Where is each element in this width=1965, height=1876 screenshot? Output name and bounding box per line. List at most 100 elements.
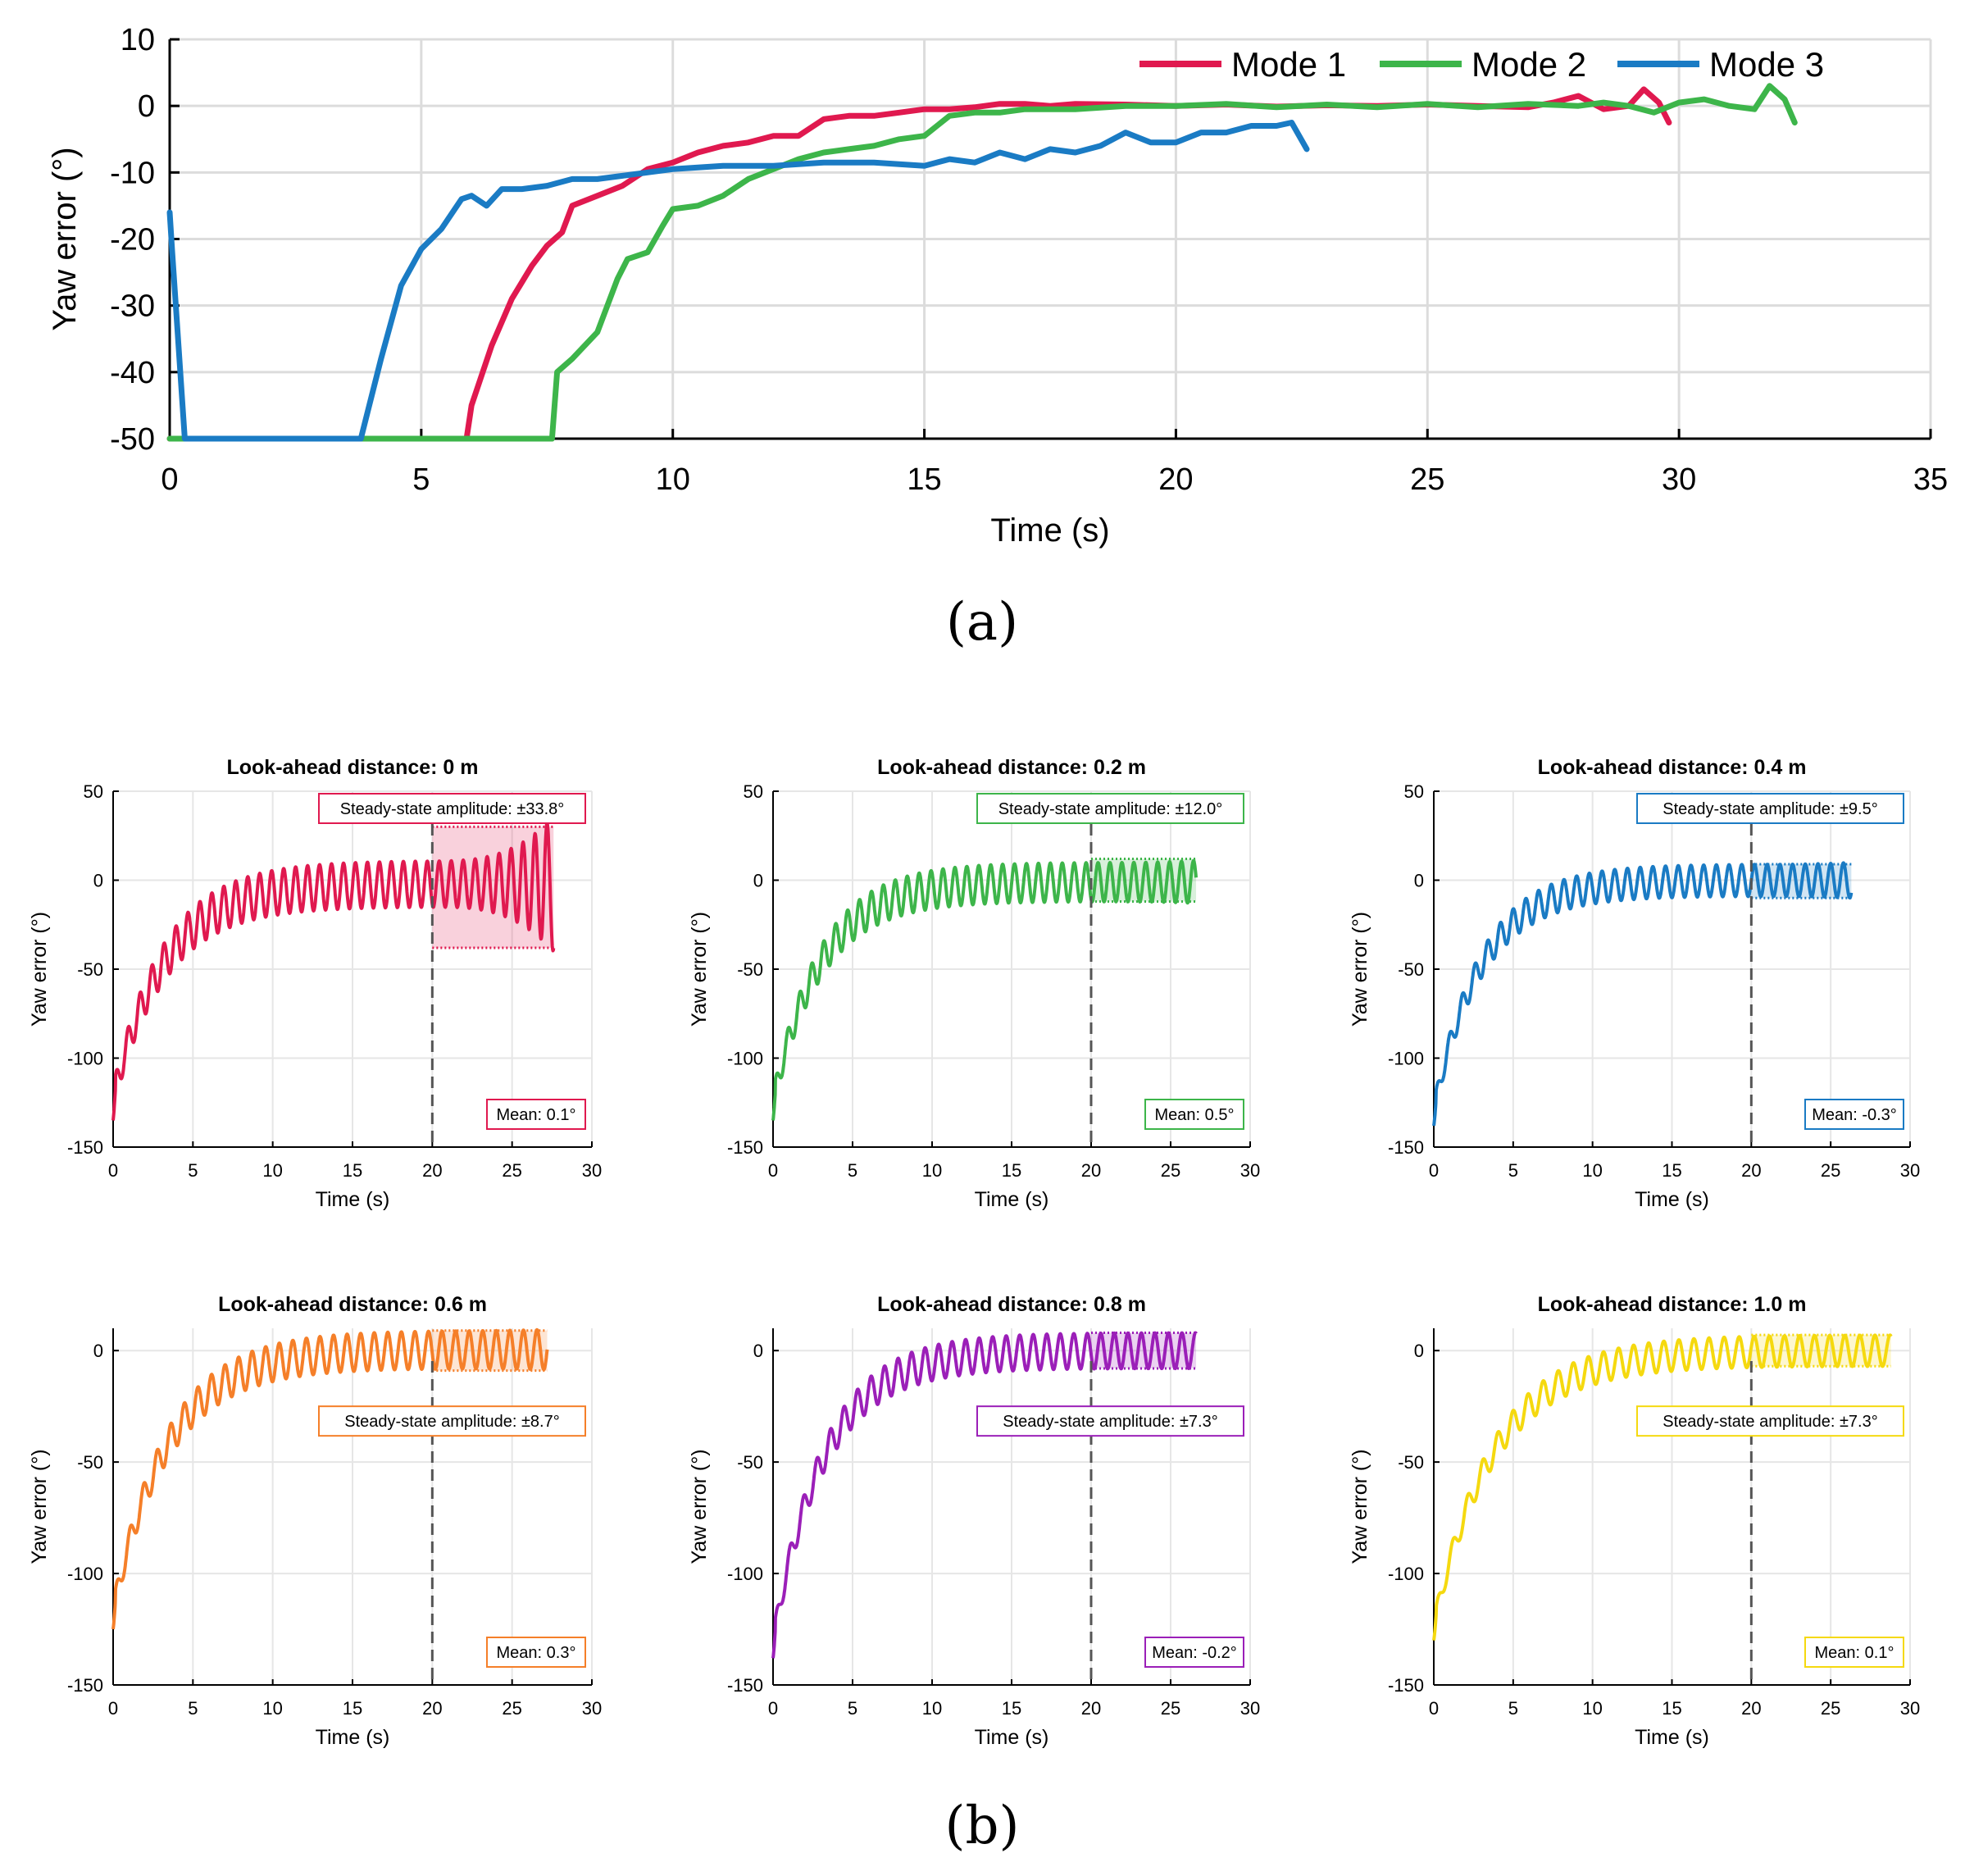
x-tick-label: 0 [108,1160,118,1181]
panel-label-b: (b) [945,1796,1020,1856]
y-tick-label: -40 [110,356,155,390]
y-tick-label: 0 [93,1341,103,1361]
mean-label: Mean: 0.5° [1155,1106,1235,1124]
y-tick-label: 0 [753,1341,763,1361]
y-axis-label: Yaw error (°) [28,912,51,1027]
x-axis-label: Time (s) [316,1726,390,1749]
x-axis-label: Time (s) [1635,1726,1709,1749]
subplot-title: Look-ahead distance: 0.2 m [877,756,1146,779]
amplitude-label: Steady-state amplitude: ±8.7° [344,1413,559,1431]
x-tick-label: 15 [1002,1698,1021,1719]
series-line-mode-1 [166,86,1672,442]
x-tick-label: 10 [1582,1160,1602,1181]
x-tick-label: 5 [1508,1698,1518,1719]
y-tick-label: 50 [744,781,763,802]
x-tick-label: 20 [1081,1698,1101,1719]
amplitude-label: Steady-state amplitude: ±33.8° [340,800,565,818]
mean-box [486,1099,586,1130]
y-tick-label: 0 [138,89,155,124]
subplot-b2: 0 5 10 15 20 25 30 50 0 -50 -100 -150 Look-ahead dis… [688,756,1260,1211]
x-tick-label: 15 [1002,1160,1021,1181]
mean-box [1144,1099,1244,1130]
amplitude-box [976,793,1244,824]
y-tick-label: 0 [1414,871,1424,891]
subplot-b5: 0 5 10 15 20 25 30 0 -50 -100 -150 Look-ahead dista… [688,1293,1260,1749]
subplot-title: Look-ahead distance: 0 m [226,756,478,779]
y-tick-label: -100 [727,1049,763,1069]
mean-label: Mean: 0.1° [497,1106,576,1124]
x-tick-label: 10 [262,1160,282,1181]
y-tick-label: -150 [727,1675,763,1696]
y-axis-label: Yaw error (°) [688,1449,711,1564]
y-tick-label: 0 [1414,1341,1424,1361]
x-tick-label: 30 [582,1160,602,1181]
y-tick-label: -10 [110,156,155,190]
y-axis-label: Yaw error (°) [1349,1449,1371,1564]
y-axis-label: Yaw error (°) [47,147,83,330]
x-tick-label: 10 [262,1698,282,1719]
x-tick-label: 0 [108,1698,118,1719]
x-tick-label: 10 [656,462,690,497]
amplitude-box [318,1405,586,1437]
x-tick-label: 25 [1161,1698,1180,1719]
amplitude-label: Steady-state amplitude: ±9.5° [1663,800,1877,818]
subplot-title: Look-ahead distance: 0.4 m [1538,756,1807,779]
y-axis-label: Yaw error (°) [688,912,711,1027]
y-tick-label: 50 [1404,781,1424,802]
series-line [1432,861,1854,1127]
series-line-mode-3 [166,120,1310,442]
y-tick-label: -30 [110,289,155,324]
amplitude-box [1636,1405,1904,1437]
mean-box [1804,1099,1904,1130]
series-line [111,1327,549,1630]
y-tick-label: -100 [1388,1049,1424,1069]
x-tick-label: 30 [1900,1698,1920,1719]
x-tick-label: 30 [582,1698,602,1719]
x-tick-label: 0 [1429,1698,1439,1719]
x-axis-label: Time (s) [975,1188,1049,1211]
series-line [111,821,556,1121]
mean-box [1144,1637,1244,1668]
x-tick-label: 20 [1158,462,1193,497]
x-tick-label: 5 [188,1160,198,1181]
chart-a: 0 5 10 15 20 25 30 35 10 0 -10 -20 -30 -40 -50 Time (s)… [47,23,1948,549]
series-line [1432,1333,1893,1641]
subplot-b1: 0 5 10 15 20 25 30 50 0 -50 -100 -150 Look-ahead dis… [28,756,602,1211]
legend-label-mode-3: Mode 3 [1709,45,1824,84]
panel-label-a: (a) [946,592,1018,653]
x-tick-label: 10 [1582,1698,1602,1719]
x-axis-label: Time (s) [316,1188,390,1211]
series-line-mode-2 [166,83,1798,442]
subplot-title: Look-ahead distance: 0.6 m [218,1293,487,1316]
y-tick-label: -100 [727,1564,763,1584]
y-tick-label: -50 [737,1452,763,1473]
y-axis-label: Yaw error (°) [28,1449,51,1564]
x-tick-label: 25 [1821,1698,1840,1719]
series-line [771,1331,1198,1659]
amplitude-label: Steady-state amplitude: ±7.3° [1663,1413,1877,1431]
x-tick-label: 15 [343,1160,362,1181]
x-tick-label: 10 [922,1160,942,1181]
y-tick-label: -100 [67,1564,103,1584]
subplot-title: Look-ahead distance: 1.0 m [1538,1293,1807,1316]
x-tick-label: 0 [768,1698,778,1719]
x-tick-label: 20 [1741,1698,1761,1719]
x-tick-label: 15 [343,1698,362,1719]
mean-label: Mean: 0.1° [1815,1644,1894,1662]
x-axis-label: Time (s) [1635,1188,1709,1211]
x-tick-label: 30 [1240,1160,1260,1181]
amplitude-label: Steady-state amplitude: ±12.0° [998,800,1223,818]
amplitude-label: Steady-state amplitude: ±7.3° [1003,1413,1217,1431]
x-tick-label: 5 [1508,1160,1518,1181]
subplot-b4: 0 5 10 15 20 25 30 0 -50 -100 -150 Look-ahead dista… [28,1293,602,1749]
y-tick-label: 50 [84,781,103,802]
x-tick-label: 0 [1429,1160,1439,1181]
amplitude-box [976,1405,1244,1437]
x-tick-label: 15 [907,462,941,497]
y-tick-label: -50 [110,422,155,457]
amplitude-box [1636,793,1904,824]
y-tick-label: -20 [110,223,155,257]
x-tick-label: 0 [161,462,178,497]
x-tick-label: 35 [1913,462,1948,497]
